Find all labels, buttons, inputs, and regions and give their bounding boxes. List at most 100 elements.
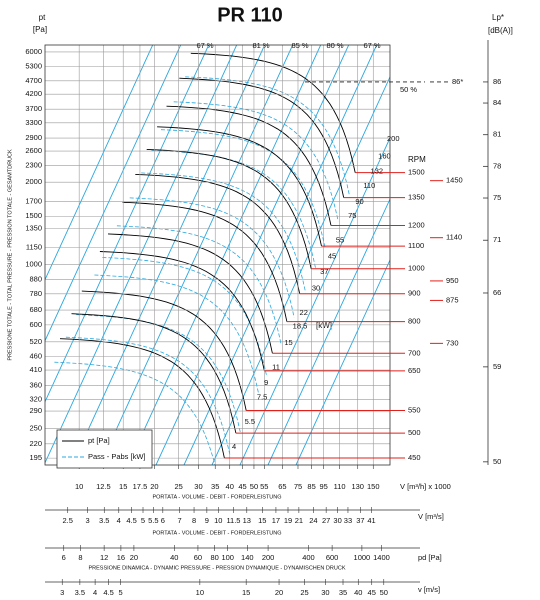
legend-box xyxy=(56,429,153,469)
y-tick-label: 1700 xyxy=(25,196,42,205)
system-line xyxy=(45,45,182,342)
scale-tick-label: 30 xyxy=(333,516,341,525)
scale-tick-label: 3.5 xyxy=(75,588,85,597)
power-label: 11 xyxy=(272,362,280,371)
system-line xyxy=(155,45,350,465)
fan-curve xyxy=(81,290,247,411)
power-curve xyxy=(116,225,282,346)
rpm-tick-label: 700 xyxy=(408,348,421,357)
scale-tick-label: 8 xyxy=(78,553,82,562)
power-label: 18.5 xyxy=(293,321,308,330)
system-line xyxy=(99,45,294,465)
rpm-marker-label: 730 xyxy=(446,338,459,347)
y-tick-label: 4700 xyxy=(25,76,42,85)
scale-tick-label: 41 xyxy=(367,516,375,525)
rpm-tick-label: 1100 xyxy=(408,241,424,250)
y-tick-label: 320 xyxy=(29,394,42,403)
power-label: 15 xyxy=(284,338,292,347)
system-line xyxy=(183,45,378,465)
x-tick-label: 15 xyxy=(119,482,127,491)
y-tick-label: 3300 xyxy=(25,118,42,127)
scale-tick-label: 11.5 xyxy=(226,516,240,525)
y-tick-label: 2300 xyxy=(25,161,42,170)
fan-curve xyxy=(122,201,288,322)
scale-title: PRESSIONE DINAMICA - DYNAMIC PRESSURE - … xyxy=(88,565,345,571)
rpm-tick-label: 1000 xyxy=(408,264,425,273)
lp-tick-label: 71 xyxy=(493,235,501,244)
y-tick-label: 250 xyxy=(29,424,42,433)
x-tick-label: 50 xyxy=(250,482,258,491)
scale-tick-label: 100 xyxy=(221,553,234,562)
fan-curve xyxy=(135,173,301,294)
lp-tick-label: 50 xyxy=(493,457,501,466)
y-tick-label: 1350 xyxy=(25,224,42,233)
power-curve xyxy=(141,172,306,293)
power-unit: [kW] xyxy=(316,321,332,330)
fan-curve xyxy=(166,105,332,226)
x-tick-label: 25 xyxy=(175,482,183,491)
y-tick-label: 680 xyxy=(29,305,42,314)
x-tick-label: 10 xyxy=(75,482,83,491)
y-tick-label: 5300 xyxy=(25,62,42,71)
power-label: 30 xyxy=(312,283,320,292)
scale-tick-label: 24 xyxy=(309,516,317,525)
rpm-marker-label: 1450 xyxy=(446,176,463,185)
power-label: 4 xyxy=(232,442,236,451)
x-tick-label: 130 xyxy=(351,482,364,491)
system-line xyxy=(45,45,154,281)
x-tick-label: 35 xyxy=(211,482,219,491)
power-label: 160 xyxy=(378,152,391,161)
x-axis-title: PORTATA - VOLUME - DEBIT - FORDERLEISTUN… xyxy=(152,494,281,500)
efficiency-label: 50 % xyxy=(400,85,417,94)
scale-tick-label: 45 xyxy=(368,588,376,597)
rpm-tick-label: 1350 xyxy=(408,193,425,202)
scale-tick-label: 5 xyxy=(119,588,123,597)
scale-tick-label: 15 xyxy=(258,516,266,525)
scale-label: V [m³/s] xyxy=(418,512,444,521)
y-tick-label: 4200 xyxy=(25,89,42,98)
y-tick-label: 600 xyxy=(29,320,42,329)
scale-tick-label: 80 xyxy=(211,553,219,562)
system-line xyxy=(127,45,322,465)
y-label: pt xyxy=(39,13,46,22)
scale-tick-label: 27 xyxy=(322,516,330,525)
lp-tick-label: 81 xyxy=(493,130,501,139)
power-label: 110 xyxy=(363,181,375,190)
power-curve xyxy=(129,197,295,318)
x-tick-label: 110 xyxy=(334,482,346,491)
plot-frame xyxy=(44,44,391,466)
fan-curve xyxy=(146,148,312,269)
y-tick-label: 1150 xyxy=(26,243,42,252)
efficiency-label: 67 % xyxy=(196,41,213,50)
rpm-tick-label: 900 xyxy=(408,289,421,298)
efficiency-label: 81 % xyxy=(252,41,269,50)
scale-tick-label: 60 xyxy=(194,553,202,562)
scale-tick-label: 37 xyxy=(356,516,364,525)
scale-tick-label: 50 xyxy=(380,588,388,597)
power-label: 90 xyxy=(355,197,363,206)
chart-title: PR 110 xyxy=(217,4,283,26)
power-label: 55 xyxy=(336,236,344,245)
rpm-tick-label: 1200 xyxy=(408,221,425,230)
x-tick-label: 30 xyxy=(194,482,202,491)
scale-title: PORTATA - VOLUME - DEBIT - FORDERLEISTUN… xyxy=(152,530,281,536)
y-tick-label: 520 xyxy=(29,337,42,346)
scale-tick-label: 15 xyxy=(242,588,250,597)
power-curve xyxy=(54,361,216,465)
scale-tick-label: 40 xyxy=(170,553,178,562)
y-tick-label: 2900 xyxy=(25,133,42,142)
scale-tick-label: 600 xyxy=(326,553,339,562)
x-tick-label: 17.5 xyxy=(133,482,148,491)
fan-curve xyxy=(71,313,237,434)
lp-unit: [dB(A)] xyxy=(488,26,513,35)
scale-tick-label: 40 xyxy=(354,588,362,597)
scale-tick-label: 4.5 xyxy=(103,588,113,597)
x-tick-label: 20 xyxy=(150,482,158,491)
rpm-tick-label: 1500 xyxy=(408,168,425,177)
scale-tick-label: 8 xyxy=(192,516,196,525)
lp-tick-label: 78 xyxy=(493,161,501,170)
lp-tick-label: 59 xyxy=(493,362,501,371)
y-tick-label: 460 xyxy=(29,351,42,360)
rpm-label: RPM xyxy=(408,155,426,164)
